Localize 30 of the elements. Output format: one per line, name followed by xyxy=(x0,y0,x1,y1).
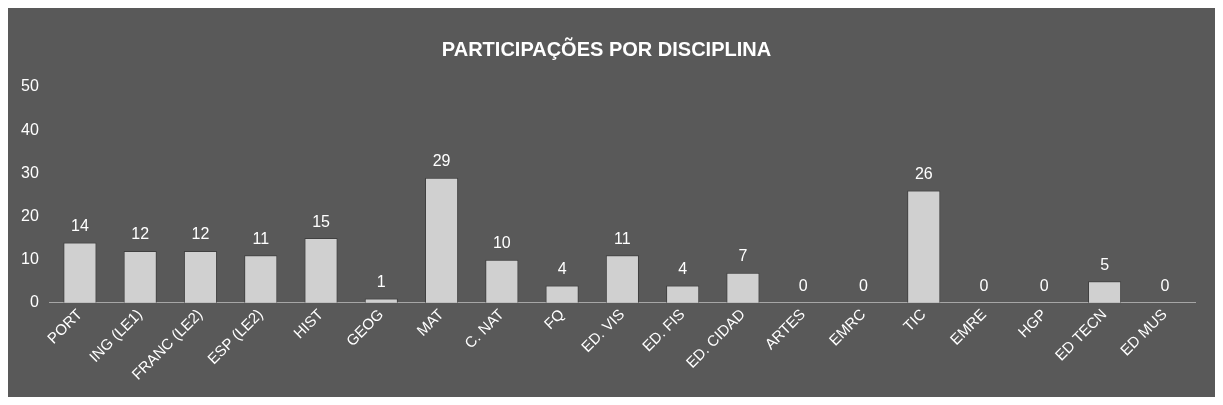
y-tick-label: 0 xyxy=(29,293,39,311)
y-tick-label: 50 xyxy=(21,77,39,95)
y-tick-label: 10 xyxy=(21,250,39,268)
data-label: 5 xyxy=(1100,255,1110,273)
data-label: 0 xyxy=(979,277,989,295)
data-label: 7 xyxy=(738,247,748,265)
chart-title: PARTICIPAÇÕES POR DISCIPLINA xyxy=(441,36,772,60)
data-label: 12 xyxy=(191,225,210,243)
data-label: 12 xyxy=(131,225,150,243)
data-label: 15 xyxy=(312,212,331,230)
data-label: 0 xyxy=(1039,277,1049,295)
y-tick-label: 40 xyxy=(21,120,39,138)
x-tick-label: ED. FIS xyxy=(638,305,688,355)
data-label: 26 xyxy=(914,165,933,183)
x-tick-label: ED. VIS xyxy=(577,305,628,355)
data-label: 29 xyxy=(432,152,451,170)
y-tick-label: 30 xyxy=(21,163,39,181)
data-label: 14 xyxy=(71,216,89,234)
data-label: 0 xyxy=(798,277,808,295)
data-label: 0 xyxy=(1160,277,1170,295)
x-tick-label: FQ xyxy=(540,305,568,333)
data-label: 10 xyxy=(492,234,511,252)
data-label: 11 xyxy=(252,229,270,247)
data-label: 4 xyxy=(557,259,567,277)
data-label: 11 xyxy=(614,229,631,247)
data-label: 0 xyxy=(859,277,869,295)
y-tick-label: 20 xyxy=(21,206,39,224)
data-label: 4 xyxy=(678,259,688,277)
x-tick-label: TIC xyxy=(899,305,929,335)
data-label: 1 xyxy=(376,272,386,290)
